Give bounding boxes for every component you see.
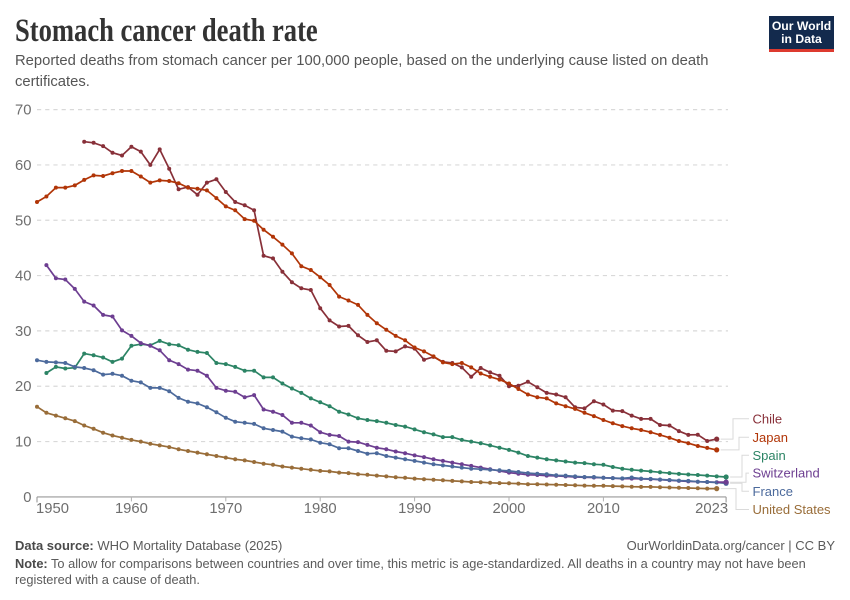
svg-text:1970: 1970 (209, 501, 242, 517)
svg-text:60: 60 (15, 158, 31, 174)
svg-text:10: 10 (15, 435, 31, 451)
svg-text:50: 50 (15, 213, 31, 229)
svg-text:1990: 1990 (398, 501, 431, 517)
svg-text:30: 30 (15, 324, 31, 340)
svg-text:Japan: Japan (753, 430, 788, 445)
svg-text:Chile: Chile (753, 411, 783, 426)
svg-text:70: 70 (15, 103, 31, 119)
svg-text:2000: 2000 (493, 501, 526, 517)
svg-text:0: 0 (23, 490, 31, 506)
svg-text:Switzerland: Switzerland (753, 466, 820, 481)
svg-text:1960: 1960 (115, 501, 148, 517)
svg-text:1950: 1950 (36, 501, 69, 517)
svg-text:France: France (753, 484, 793, 499)
svg-text:1980: 1980 (304, 501, 337, 517)
svg-text:2010: 2010 (587, 501, 620, 517)
svg-text:40: 40 (15, 269, 31, 285)
svg-text:20: 20 (15, 379, 31, 395)
svg-text:United States: United States (753, 502, 832, 517)
svg-text:Spain: Spain (753, 448, 786, 463)
svg-text:2023: 2023 (695, 501, 728, 517)
